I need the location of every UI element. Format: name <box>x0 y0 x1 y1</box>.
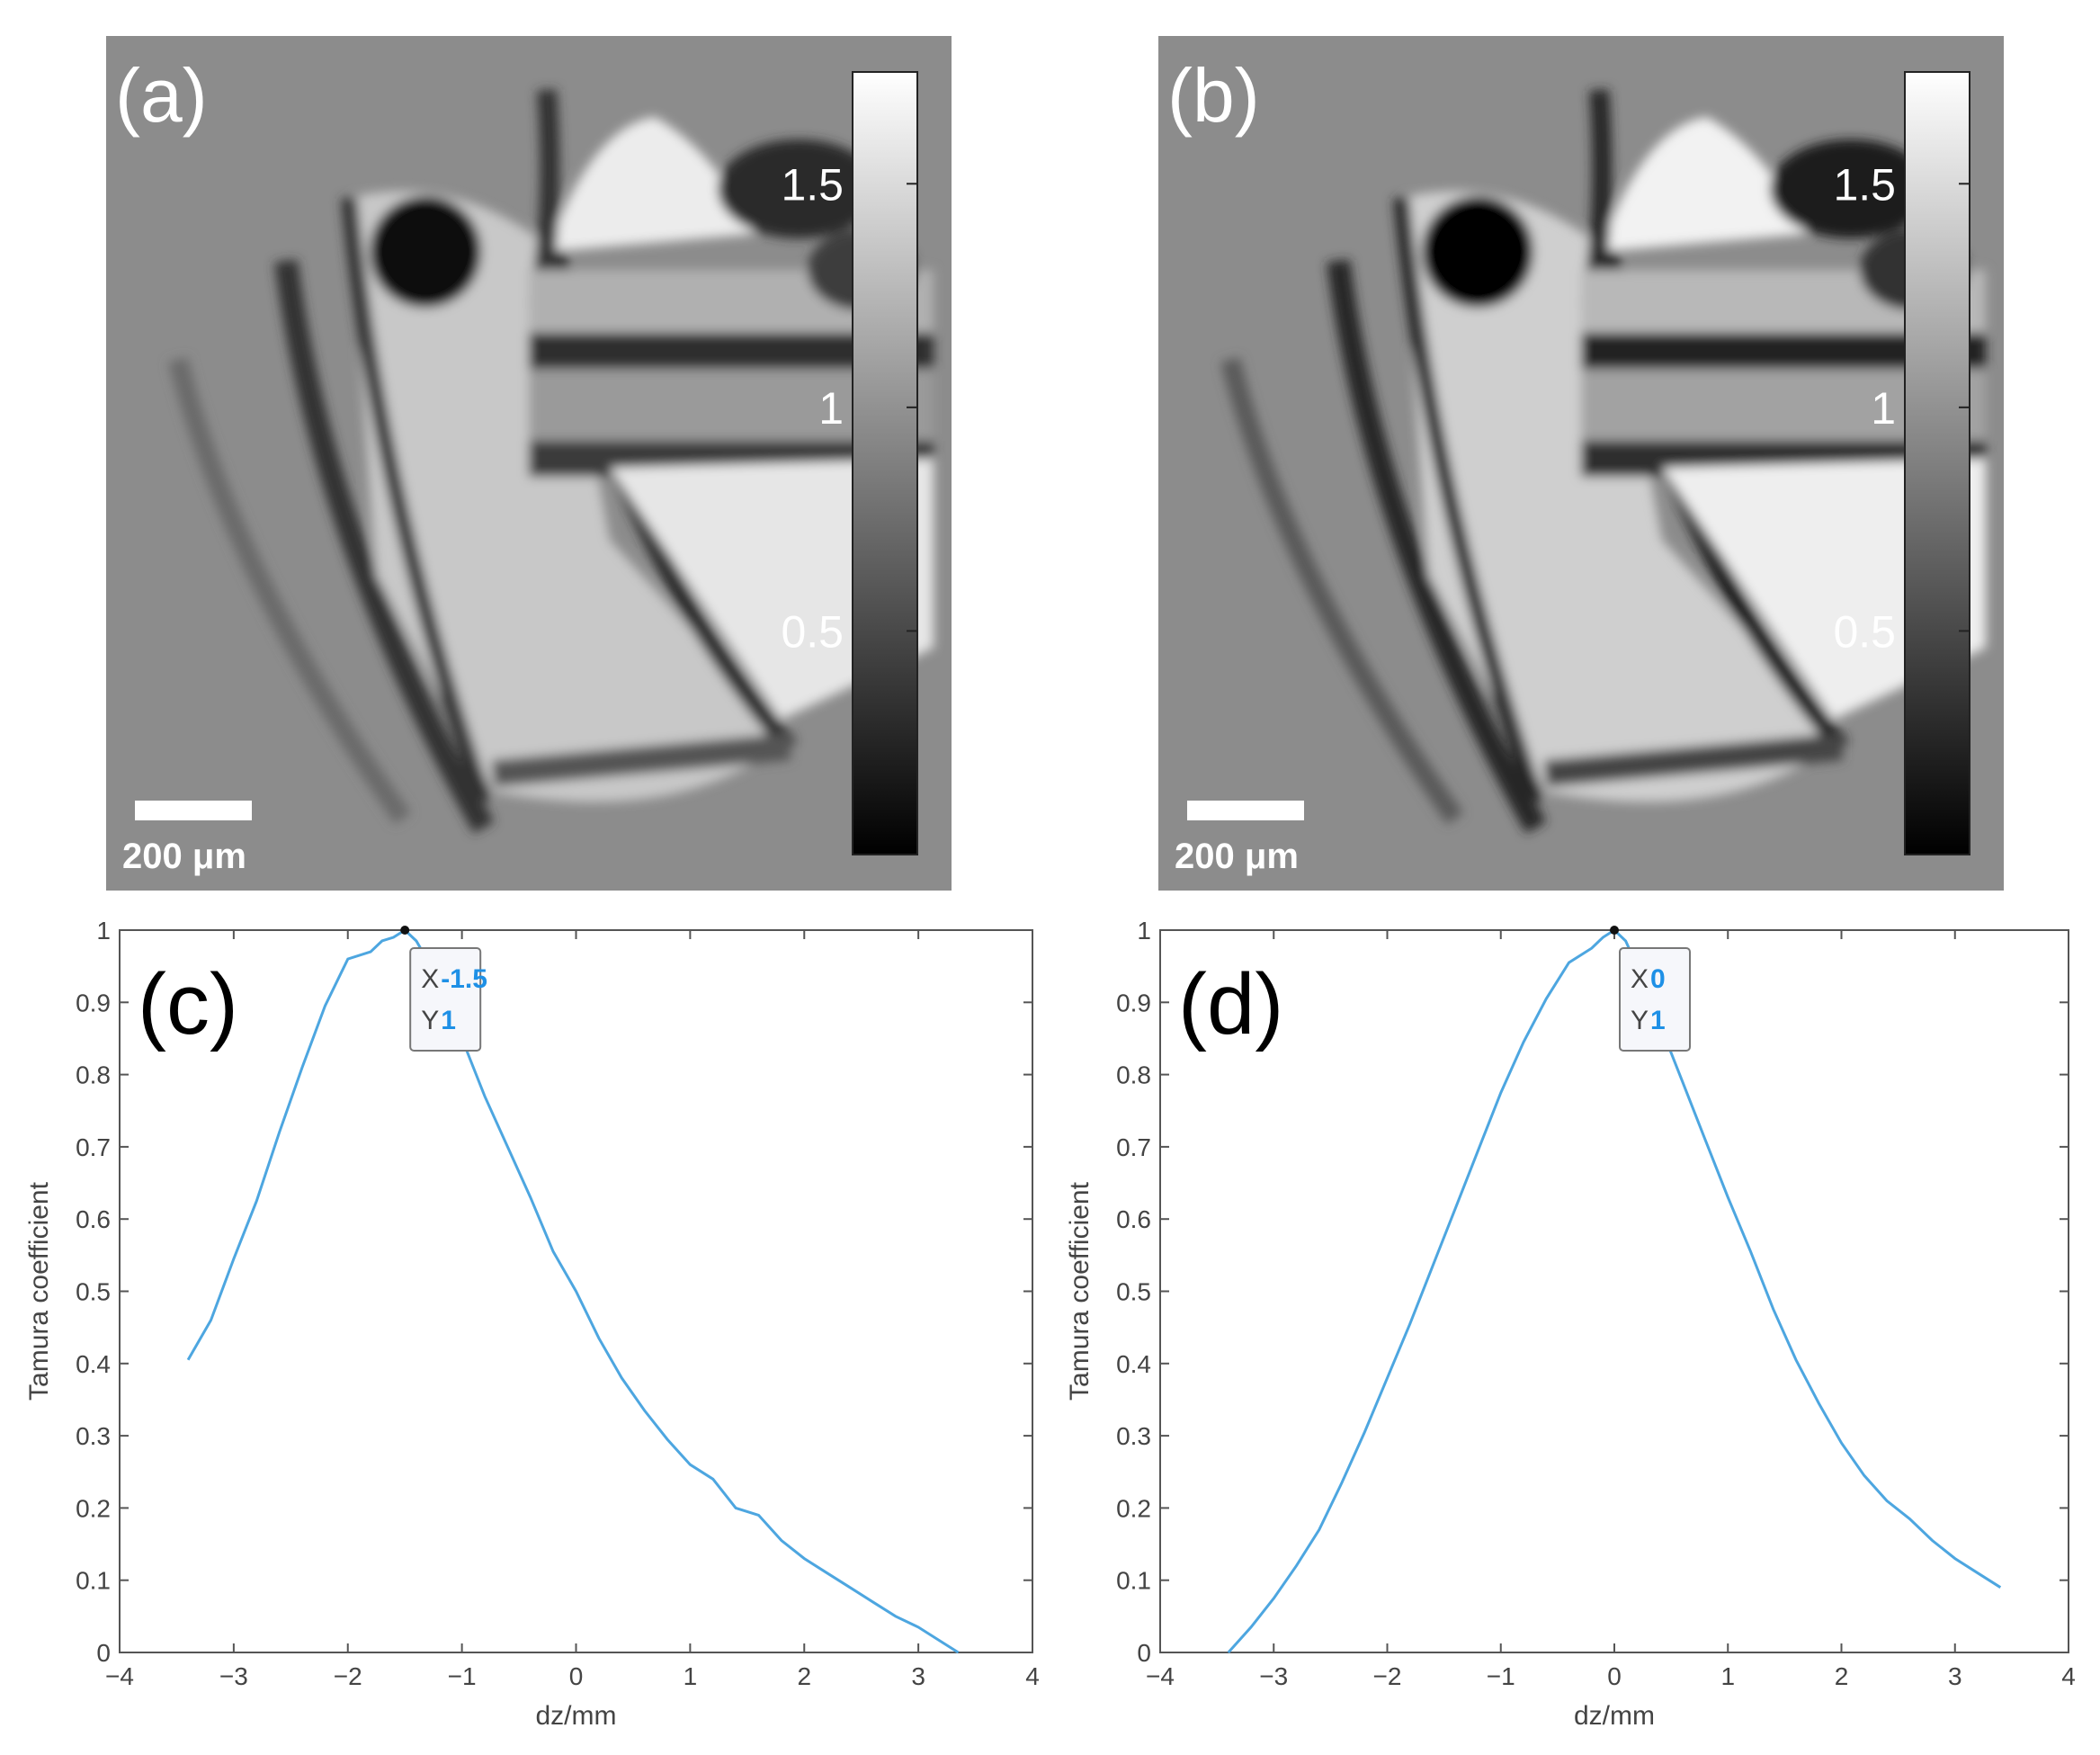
colorbar-tick-label: 1.5 <box>781 159 844 210</box>
datatip-x-label-d: X <box>1631 964 1649 994</box>
datatip-x-value-d: 0 <box>1650 964 1666 994</box>
y-tick-label: 0.5 <box>76 1278 111 1306</box>
scale-bar-label-b: 200 μm <box>1175 837 1299 876</box>
colorbar-a <box>852 71 918 855</box>
colorbar-tick-label: 0.5 <box>781 606 844 657</box>
datatip-d[interactable]: X 0 Y 1 <box>1619 947 1691 1052</box>
y-tick-label: 0.8 <box>76 1061 111 1089</box>
panel-label-d: (d) <box>1178 956 1283 1052</box>
y-tick-label: 0.2 <box>76 1494 111 1522</box>
plot-area-d <box>1159 929 2069 1653</box>
x-tick-label: −2 <box>1373 1662 1402 1690</box>
colorbar-tick-label: 1 <box>1871 383 1896 434</box>
chart-d: −4 −3 −2 −1 0 1 2 3 4 0 0.1 0.2 0.3 0.4 0.5 0.6 0.7 0.8 0.… <box>1065 917 2076 1731</box>
x-tick-label: 4 <box>1025 1662 1040 1690</box>
scale-bar-label-a: 200 μm <box>122 837 246 876</box>
scale-bar-b <box>1187 801 1304 820</box>
datatip-c[interactable]: X -1.5 Y 1 <box>409 947 487 1052</box>
x-tick-label: −4 <box>1146 1662 1175 1690</box>
x-tick-label: 2 <box>797 1662 811 1690</box>
colorbar-tick-label: 1 <box>818 383 844 434</box>
x-tick-label: 1 <box>1720 1662 1735 1690</box>
colorbar-tick-label: 1.5 <box>1833 159 1896 210</box>
x-axis-label-c: dz/mm <box>536 1701 617 1731</box>
y-tick-label: 0.2 <box>1116 1494 1151 1522</box>
panel-label-c: (c) <box>138 956 238 1052</box>
x-tick-label: −4 <box>105 1662 134 1690</box>
y-tick-label: 1 <box>1137 917 1151 945</box>
datatip-y-value-c: 1 <box>441 1006 456 1035</box>
panel-label-b: (b) <box>1167 53 1260 138</box>
y-tick-label: 0.3 <box>1116 1422 1151 1450</box>
x-tick-label: 4 <box>2061 1662 2076 1690</box>
y-tick-label: 0.1 <box>1116 1567 1151 1595</box>
x-tick-label: −1 <box>1487 1662 1515 1690</box>
panel-a: 0.5 1 1.5 200 μm (a) <box>106 36 952 891</box>
x-tick-label: 3 <box>911 1662 925 1690</box>
y-tick-label: 0 <box>1137 1639 1151 1667</box>
x-tick-label: −1 <box>448 1662 477 1690</box>
y-tick-label: 0.8 <box>1116 1061 1151 1089</box>
datatip-x-value-c: -1.5 <box>441 964 487 994</box>
x-tick-label: 2 <box>1835 1662 1849 1690</box>
phase-image-b: 0.5 1 1.5 200 μm (b) <box>1158 36 2004 891</box>
y-tick-label: 0.9 <box>1116 989 1151 1016</box>
datatip-y-label-d: Y <box>1631 1006 1649 1035</box>
datatip-marker-d[interactable] <box>1610 926 1619 935</box>
y-axis-label-c: Tamura coefficient <box>24 1181 54 1401</box>
chart-c: −4 −3 −2 −1 0 1 2 3 4 0 0.1 0.2 0.3 0.4 0.5 0.6 0.7 0.8 0.… <box>24 917 1040 1731</box>
y-tick-label: 0.6 <box>76 1205 111 1233</box>
scale-bar-a <box>135 801 252 820</box>
colorbar-b <box>1904 71 1970 855</box>
x-tick-label: 1 <box>684 1662 698 1690</box>
x-tick-label: −2 <box>334 1662 362 1690</box>
datatip-y-label-c: Y <box>421 1006 439 1035</box>
panel-b: 0.5 1 1.5 200 μm (b) <box>1158 36 2004 891</box>
y-tick-label: 0 <box>96 1639 111 1667</box>
datatip-box-c <box>409 947 482 1052</box>
y-tick-label: 0.1 <box>76 1567 111 1595</box>
datatip-y-value-d: 1 <box>1650 1006 1666 1035</box>
x-axis-label-d: dz/mm <box>1574 1701 1655 1731</box>
x-tick-label: 3 <box>1948 1662 1962 1690</box>
y-tick-label: 0.4 <box>76 1350 111 1378</box>
panel-label-a: (a) <box>115 53 208 138</box>
colorbar-tick-label: 0.5 <box>1833 606 1896 657</box>
y-tick-label: 1 <box>96 917 111 945</box>
y-tick-label: 0.5 <box>1116 1278 1151 1306</box>
datatip-x-label-c: X <box>421 964 439 994</box>
x-tick-label: −3 <box>1259 1662 1288 1690</box>
y-tick-label: 0.4 <box>1116 1350 1151 1378</box>
y-tick-label: 0.7 <box>76 1133 111 1161</box>
datatip-box-d <box>1619 947 1691 1052</box>
datatip-marker-c[interactable] <box>400 926 410 935</box>
y-tick-label: 0.9 <box>76 989 111 1016</box>
y-tick-label: 0.7 <box>1116 1133 1151 1161</box>
y-tick-label: 0.3 <box>76 1422 111 1450</box>
x-tick-label: 0 <box>569 1662 584 1690</box>
x-tick-label: 0 <box>1607 1662 1622 1690</box>
x-tick-label: −3 <box>219 1662 248 1690</box>
y-axis-label-d: Tamura coefficient <box>1065 1181 1095 1401</box>
series-line-c <box>186 928 960 1654</box>
y-tick-label: 0.6 <box>1116 1205 1151 1233</box>
phase-image-a: 0.5 1 1.5 200 μm (a) <box>106 36 952 891</box>
